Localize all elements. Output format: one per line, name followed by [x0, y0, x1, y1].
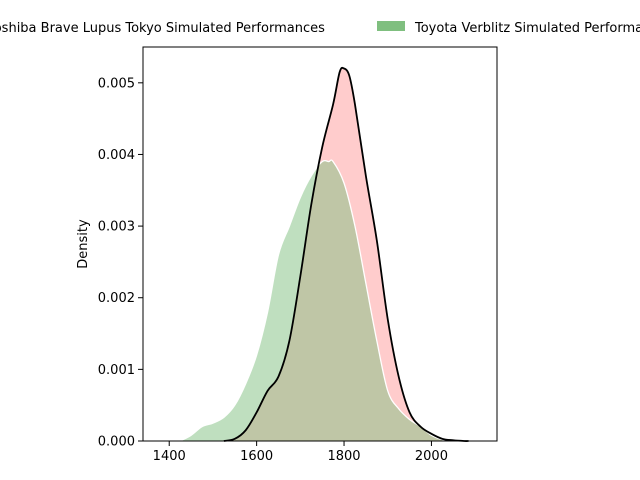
y-tick-label: 0.003 — [98, 220, 135, 235]
y-axis: 0.000 0.001 0.002 0.003 0.004 0.005 — [98, 76, 143, 450]
x-axis: 1400 1600 1800 2000 — [153, 441, 448, 464]
y-tick-label: 0.002 — [98, 291, 135, 306]
density-line-series-2 — [179, 159, 460, 442]
axes-frame — [142, 46, 498, 442]
series-layer — [179, 66, 469, 442]
x-tick-label: 1800 — [327, 449, 360, 464]
legend-swatch-series-2 — [377, 21, 405, 31]
legend-label-series-2: Toyota Verblitz Simulated Performances — [414, 21, 640, 36]
y-tick-label: 0.001 — [98, 363, 135, 378]
legend: Toshiba Brave Lupus Tokyo Simulated Perf… — [0, 21, 640, 36]
x-tick-label: 1600 — [240, 449, 273, 464]
x-tick-label: 1400 — [153, 449, 186, 464]
y-tick-label: 0.000 — [98, 435, 135, 450]
y-axis-label: Density — [76, 219, 91, 269]
plot-area — [142, 46, 498, 442]
y-tick-label: 0.005 — [98, 76, 135, 91]
legend-label-series-1: Toshiba Brave Lupus Tokyo Simulated Perf… — [0, 21, 325, 36]
density-area-series-2 — [180, 160, 460, 442]
density-line-series-1 — [223, 66, 469, 442]
y-tick-label: 0.004 — [98, 148, 135, 163]
x-tick-label: 2000 — [415, 449, 448, 464]
